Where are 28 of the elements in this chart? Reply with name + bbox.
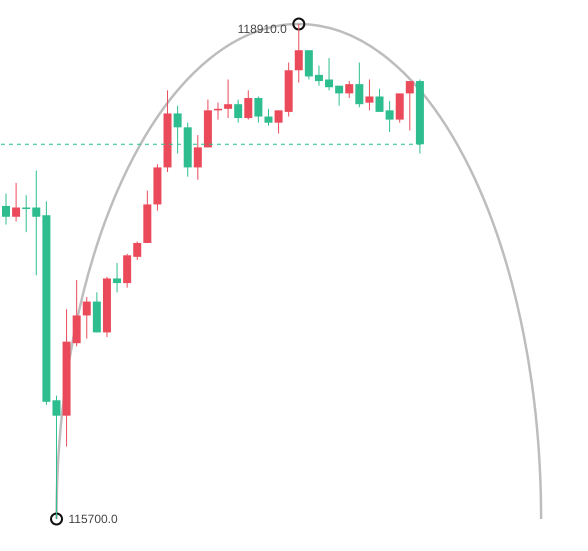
- candlestick: [345, 80, 354, 99]
- candlestick: [52, 395, 60, 519]
- candlestick: [365, 79, 374, 111]
- candlestick: [133, 240, 142, 260]
- annotation: 115700.0: [68, 512, 118, 526]
- candlestick: [274, 110, 283, 134]
- candlestick: [314, 65, 323, 86]
- candlestick: [113, 262, 122, 293]
- candlestick: [325, 57, 334, 91]
- candlestick: [32, 170, 40, 276]
- candlestick: [406, 80, 414, 131]
- annotation: 118910.0: [238, 22, 288, 36]
- candlestick: [234, 99, 242, 124]
- candlestick: [335, 85, 344, 106]
- candlestick: [376, 88, 384, 112]
- candlestick: [214, 102, 222, 120]
- candlestick: [2, 193, 10, 225]
- candlestick: [294, 24, 303, 84]
- candlestick: [82, 296, 91, 340]
- candlestick: [264, 108, 272, 126]
- candlestick: [386, 100, 394, 132]
- candlestick: [12, 182, 20, 222]
- candlestick: [244, 90, 252, 120]
- candlestick: [254, 96, 262, 124]
- candlestick: [355, 62, 364, 108]
- candlestick: [194, 134, 202, 180]
- candlestick: [22, 194, 30, 233]
- candlestick: [224, 79, 232, 119]
